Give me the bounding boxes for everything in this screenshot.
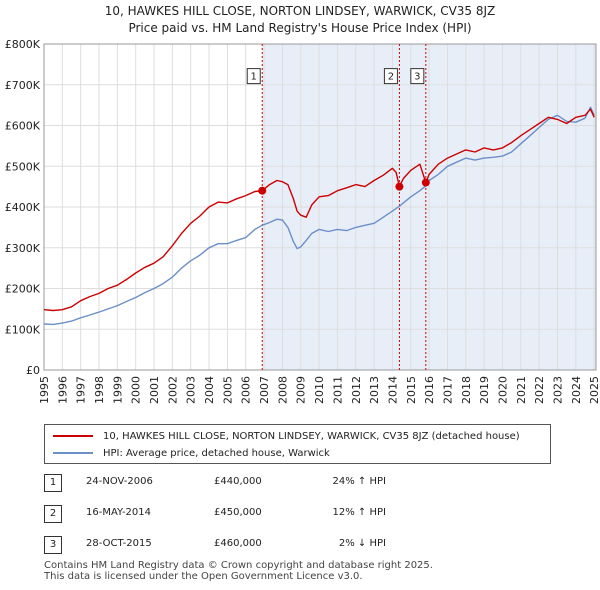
x-tick-label: 2011 [331, 376, 344, 404]
transaction-number: 2 [44, 505, 62, 523]
marker-badge [410, 68, 425, 85]
x-tick-label: 2020 [496, 376, 509, 404]
x-tick-label: 2018 [460, 376, 473, 404]
transaction-row: 1 24-NOV-2006 £440,000 24% ↑ HPI [44, 474, 564, 494]
sale-point [395, 182, 404, 191]
y-tick-label: £800K [5, 38, 41, 51]
transaction-price: £460,000 [214, 538, 262, 549]
sale-point [421, 178, 430, 187]
x-tick-label: 2012 [350, 376, 363, 404]
x-tick-label: 1998 [93, 376, 106, 404]
y-tick-label: £600K [5, 120, 41, 133]
x-tick-label: 2010 [313, 376, 326, 404]
x-tick-label: 2017 [441, 376, 454, 404]
x-tick-label: 1999 [111, 376, 124, 404]
x-tick-label: 2002 [166, 376, 179, 404]
x-tick-label: 2015 [405, 376, 418, 404]
x-tick-label: 2024 [570, 376, 583, 404]
marker-badge-label: 3 [414, 72, 420, 83]
transaction-hpi-diff: 2% ↓ HPI [338, 538, 386, 549]
legend-label-hpi: HPI: Average price, detached house, Warw… [103, 447, 330, 459]
x-tick-label: 2004 [203, 376, 216, 404]
x-tick-label: 2021 [515, 376, 528, 404]
transaction-date: 16-MAY-2014 [86, 507, 152, 518]
legend-item-property: 10, HAWKES HILL CLOSE, NORTON LINDSEY, W… [53, 428, 520, 444]
transaction-date: 24-NOV-2006 [86, 476, 153, 487]
x-tick-label: 2023 [551, 376, 564, 404]
transaction-row: 2 16-MAY-2014 £450,000 12% ↑ HPI [44, 505, 564, 525]
x-tick-label: 2006 [240, 376, 253, 404]
x-tick-label: 2005 [221, 376, 234, 404]
y-tick-label: £500K [5, 160, 41, 173]
x-tick-label: 2016 [423, 376, 436, 404]
y-tick-label: £200K [5, 283, 41, 296]
marker-badge-label: 2 [388, 72, 394, 83]
x-tick-label: 2013 [368, 376, 381, 404]
x-tick-label: 2003 [185, 376, 198, 404]
x-tick-label: 2000 [130, 376, 143, 404]
x-tick-label: 2014 [386, 376, 399, 404]
x-tick-label: 2009 [295, 376, 308, 404]
y-tick-label: £300K [5, 242, 41, 255]
transaction-row: 3 28-OCT-2015 £460,000 2% ↓ HPI [44, 536, 564, 556]
transaction-date: 28-OCT-2015 [86, 538, 152, 549]
marker-badge-label: 1 [251, 72, 257, 83]
transaction-number: 1 [44, 474, 62, 492]
price-chart: £0 £100K £200K £300K £400K £500K £600K £700K £80… [5, 38, 600, 404]
x-tick-label: 2008 [276, 376, 289, 404]
x-tick-label: 1995 [38, 376, 51, 404]
transaction-hpi-diff: 12% ↑ HPI [332, 507, 386, 518]
footer-licence: This data is licensed under the Open Gov… [44, 571, 363, 582]
footer-copyright: Contains HM Land Registry data © Crown c… [44, 560, 433, 571]
transaction-hpi-diff: 24% ↑ HPI [332, 476, 386, 487]
chart-subtitle: Price paid vs. HM Land Registry's House … [128, 21, 472, 35]
y-tick-label: £0 [26, 364, 40, 377]
legend-swatch-property [53, 435, 93, 437]
legend-item-hpi: HPI: Average price, detached house, Warw… [53, 445, 330, 461]
legend-swatch-hpi [53, 452, 93, 454]
marker-badge [383, 68, 398, 85]
transaction-price: £450,000 [214, 507, 262, 518]
x-tick-label: 1997 [75, 376, 88, 404]
x-tick-label: 2022 [533, 376, 546, 404]
x-tick-label: 2019 [478, 376, 491, 404]
transaction-price: £440,000 [214, 476, 262, 487]
y-tick-label: £100K [5, 323, 41, 336]
chart-title: 10, HAWKES HILL CLOSE, NORTON LINDSEY, W… [104, 4, 496, 18]
footer: Contains HM Land Registry data © Crown c… [44, 560, 433, 582]
property-price-line [43, 108, 595, 312]
x-tick-label: 2007 [258, 376, 271, 404]
hpi-line [43, 106, 595, 326]
transaction-number: 3 [44, 536, 62, 554]
x-tick-label: 2025 [588, 376, 600, 404]
sale-point [258, 186, 267, 195]
legend-label-property: 10, HAWKES HILL CLOSE, NORTON LINDSEY, W… [103, 430, 520, 442]
y-tick-label: £400K [5, 201, 41, 214]
x-tick-label: 2001 [148, 376, 161, 404]
x-tick-label: 1996 [56, 376, 69, 404]
plot-frame [43, 43, 597, 371]
legend: 10, HAWKES HILL CLOSE, NORTON LINDSEY, W… [44, 424, 551, 464]
marker-badge [246, 68, 261, 85]
y-tick-label: £700K [5, 79, 41, 92]
